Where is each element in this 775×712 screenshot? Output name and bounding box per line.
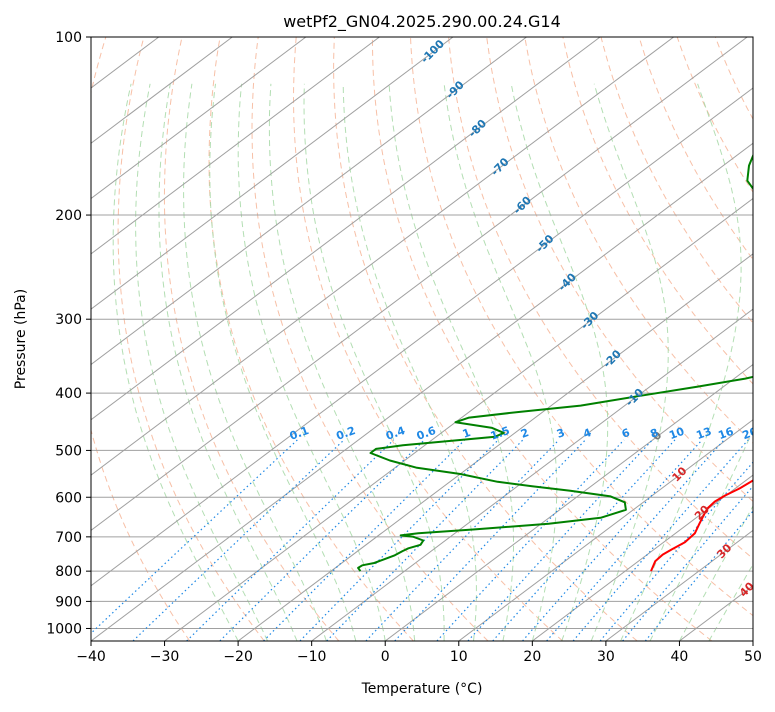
x-tick-label: 40 <box>671 649 689 665</box>
x-tick-label: −10 <box>297 649 327 665</box>
x-tick-label: 20 <box>523 649 541 665</box>
y-tick-label: 600 <box>55 490 82 506</box>
x-tick-label: 0 <box>381 649 390 665</box>
y-tick-label: 1000 <box>46 621 82 637</box>
x-tick-label: −20 <box>223 649 253 665</box>
chart-title: wetPf2_GN04.2025.290.00.24.G14 <box>283 12 561 32</box>
x-tick-label: 50 <box>744 649 762 665</box>
y-tick-label: 500 <box>55 443 82 459</box>
y-tick-label: 400 <box>55 386 82 402</box>
y-tick-label: 700 <box>55 530 82 546</box>
y-tick-label: 100 <box>55 30 82 46</box>
x-tick-label: 10 <box>450 649 468 665</box>
y-tick-label: 300 <box>55 312 82 328</box>
y-tick-label: 200 <box>55 208 82 224</box>
y-tick-label: 800 <box>55 564 82 580</box>
x-tick-label: 30 <box>597 649 615 665</box>
x-tick-label: −30 <box>150 649 180 665</box>
y-axis-label: Pressure (hPa) <box>13 289 29 389</box>
x-axis-label: Temperature (°C) <box>361 681 483 697</box>
x-tick-label: −40 <box>76 649 106 665</box>
y-tick-label: 900 <box>55 594 82 610</box>
